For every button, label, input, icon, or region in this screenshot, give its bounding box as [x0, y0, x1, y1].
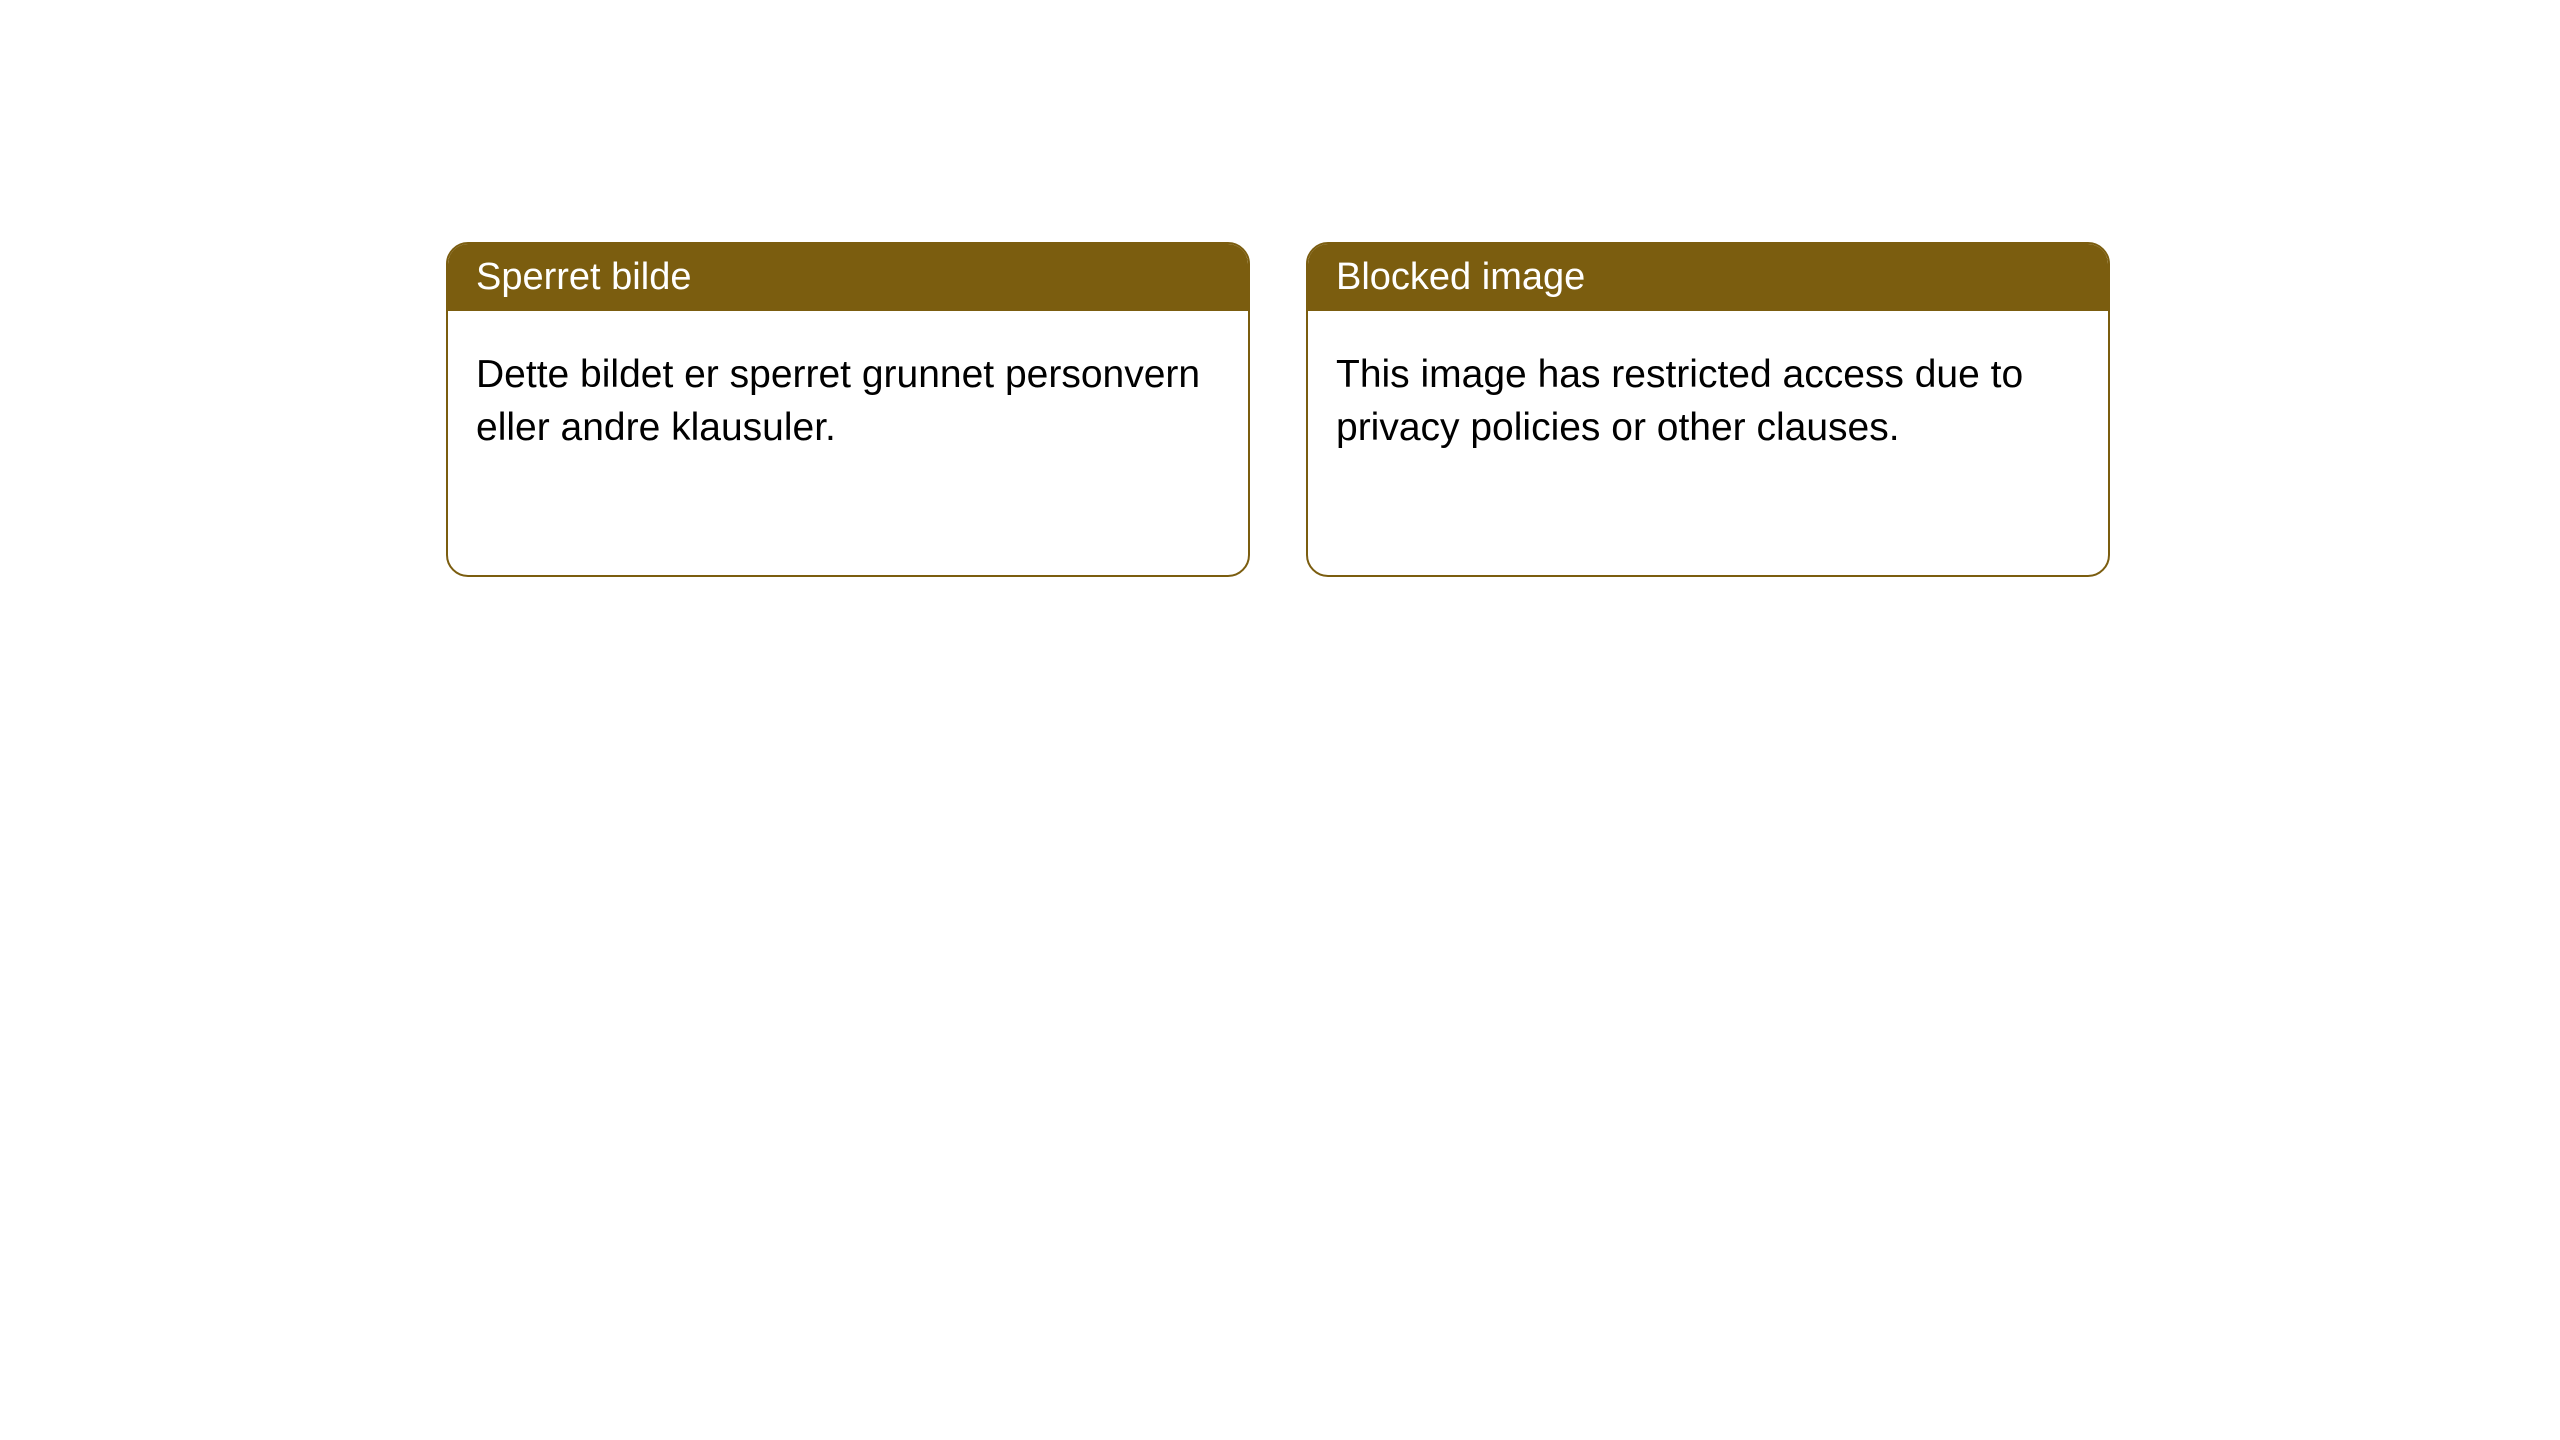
notice-card-norwegian: Sperret bilde Dette bildet er sperret gr… — [446, 242, 1250, 577]
notice-cards-container: Sperret bilde Dette bildet er sperret gr… — [0, 0, 2560, 577]
card-body-text: Dette bildet er sperret grunnet personve… — [476, 353, 1200, 449]
card-title: Sperret bilde — [476, 256, 691, 298]
card-header: Blocked image — [1308, 244, 2108, 311]
card-body-text: This image has restricted access due to … — [1336, 353, 2023, 449]
card-body: This image has restricted access due to … — [1308, 311, 2108, 492]
notice-card-english: Blocked image This image has restricted … — [1306, 242, 2110, 577]
card-body: Dette bildet er sperret grunnet personve… — [448, 311, 1248, 492]
card-header: Sperret bilde — [448, 244, 1248, 311]
card-title: Blocked image — [1336, 256, 1585, 298]
